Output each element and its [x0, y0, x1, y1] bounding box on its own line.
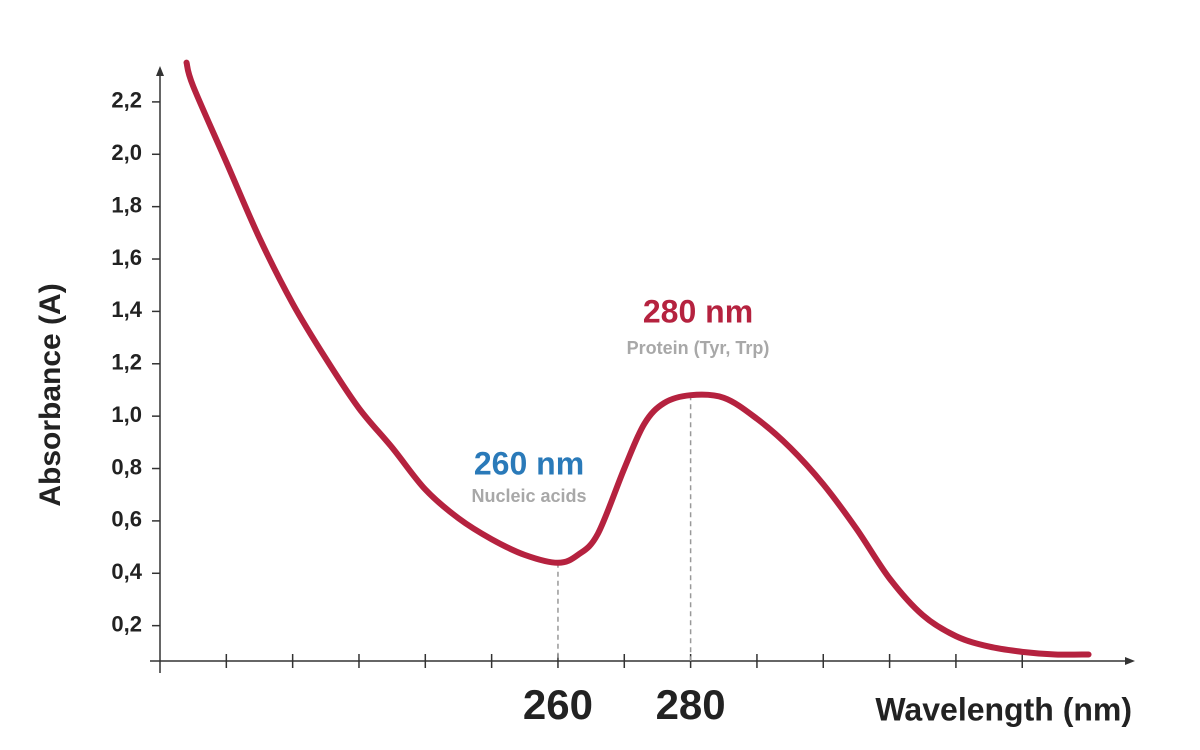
annotation-sublabel: Nucleic acids: [471, 486, 586, 506]
absorbance-curve: [183, 59, 1092, 658]
x-tick-label: 260: [523, 681, 593, 728]
y-tick-label: 1,4: [111, 297, 142, 322]
annotation-sublabel: Protein (Tyr, Trp): [627, 338, 770, 358]
y-axis-label: Absorbance (A): [34, 283, 67, 506]
y-tick-label: 2,0: [111, 140, 142, 165]
y-tick-label: 0,6: [111, 507, 142, 532]
y-tick-label: 2,2: [111, 88, 142, 113]
y-tick-label: 1,6: [111, 245, 142, 270]
y-tick-label: 1,0: [111, 402, 142, 427]
x-tick-label: 280: [656, 681, 726, 728]
y-tick-label: 0,8: [111, 454, 142, 479]
x-axis-label: Wavelength (nm): [875, 691, 1132, 727]
y-axis-arrow: [156, 66, 164, 76]
x-axis-arrow: [1125, 657, 1135, 665]
y-tick-label: 0,2: [111, 611, 142, 636]
y-tick-label: 1,8: [111, 192, 142, 217]
annotation-label: 260 nm: [474, 445, 584, 481]
y-tick-label: 0,4: [111, 559, 142, 584]
y-tick-label: 1,2: [111, 350, 142, 375]
annotation-label: 280 nm: [643, 293, 753, 329]
